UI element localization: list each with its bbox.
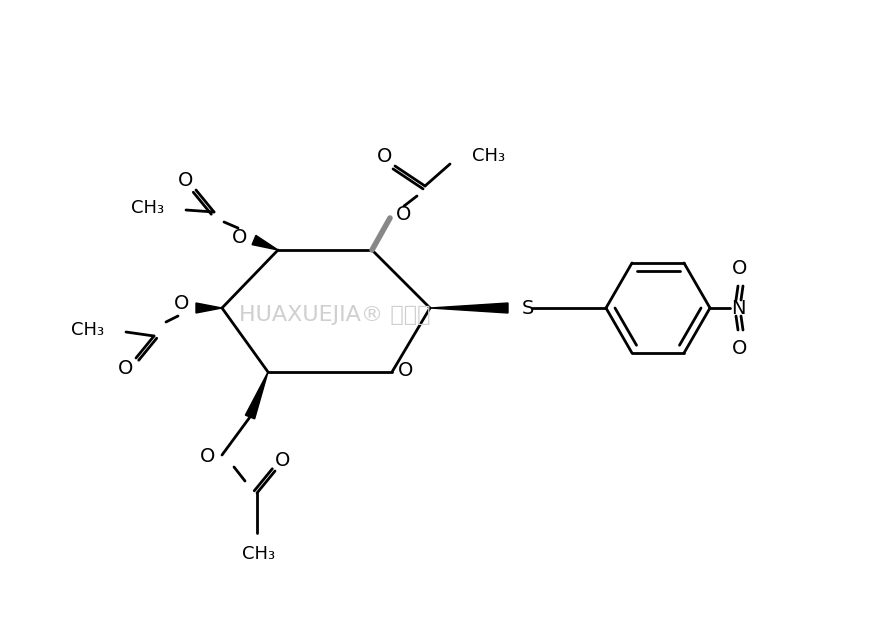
Polygon shape xyxy=(430,303,508,313)
Text: HUAXUEJIA® 化学加: HUAXUEJIA® 化学加 xyxy=(239,305,430,325)
Text: O: O xyxy=(232,227,248,246)
Text: O: O xyxy=(178,170,194,189)
Polygon shape xyxy=(252,236,278,250)
Text: CH₃: CH₃ xyxy=(131,199,164,217)
Text: O: O xyxy=(275,451,291,470)
Text: N: N xyxy=(731,298,745,317)
Polygon shape xyxy=(245,372,268,419)
Text: O: O xyxy=(732,259,748,278)
Text: S: S xyxy=(522,298,534,317)
Text: O: O xyxy=(396,205,412,223)
Text: O: O xyxy=(732,339,748,358)
Polygon shape xyxy=(196,303,222,313)
Text: O: O xyxy=(175,294,190,312)
Text: O: O xyxy=(377,147,392,166)
Text: CH₃: CH₃ xyxy=(472,147,505,165)
Text: O: O xyxy=(118,358,134,378)
Text: O: O xyxy=(399,360,414,380)
Text: CH₃: CH₃ xyxy=(71,321,104,339)
Text: CH₃: CH₃ xyxy=(243,545,275,563)
Text: O: O xyxy=(200,447,216,467)
